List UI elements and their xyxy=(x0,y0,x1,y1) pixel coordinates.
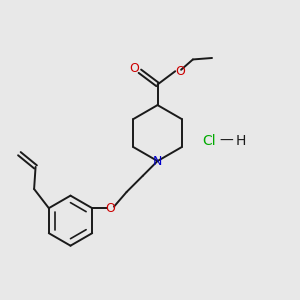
Text: N: N xyxy=(153,154,162,167)
Text: Cl: Cl xyxy=(202,134,216,148)
Text: H: H xyxy=(236,134,247,148)
Text: O: O xyxy=(130,62,140,75)
Text: O: O xyxy=(106,202,116,215)
Text: O: O xyxy=(176,65,185,78)
Text: —: — xyxy=(220,134,233,148)
